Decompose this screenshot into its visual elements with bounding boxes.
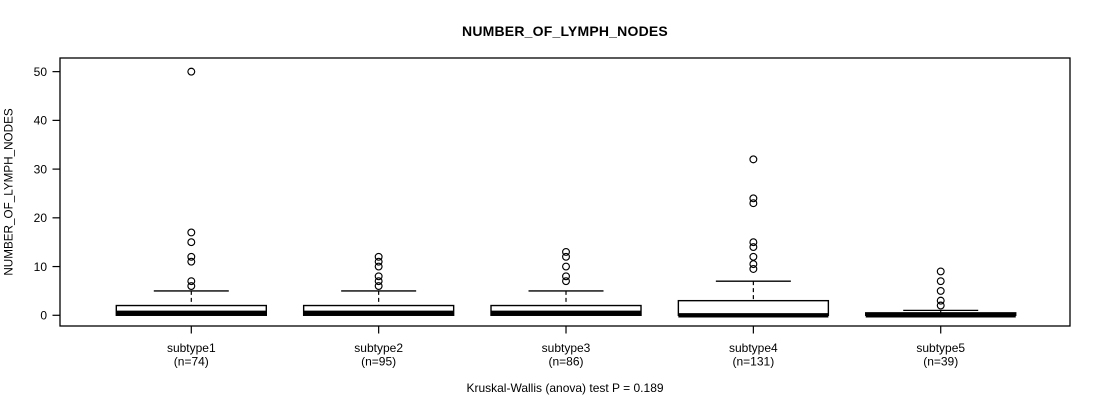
outlier-point <box>936 296 945 305</box>
outlier-point <box>187 277 196 286</box>
y-tick-label: 50 <box>34 65 48 79</box>
x-category-label: subtype3 <box>542 341 591 355</box>
x-category-count: (n=86) <box>548 355 583 369</box>
outlier-point <box>562 272 570 281</box>
x-category-count: (n=131) <box>733 355 775 369</box>
x-category-count: (n=74) <box>174 355 209 369</box>
outlier-point <box>187 228 196 237</box>
y-tick-label: 20 <box>34 211 48 225</box>
outlier-point <box>749 194 758 203</box>
outlier-point <box>936 267 945 276</box>
y-tick-label: 40 <box>34 114 48 128</box>
plot-border <box>59 57 1071 327</box>
y-tick-label: 30 <box>34 162 48 176</box>
outlier-point <box>562 262 570 271</box>
outlier-point <box>187 252 196 261</box>
outlier-point <box>749 238 758 247</box>
outlier-point <box>749 243 758 252</box>
outlier-point <box>187 238 196 247</box>
outlier-point <box>374 252 383 261</box>
outlier-point <box>749 252 758 261</box>
outlier-point <box>749 265 758 273</box>
outlier-point <box>374 277 383 286</box>
y-tick-label: 0 <box>40 308 47 322</box>
outlier-point <box>187 67 196 76</box>
x-category-label: subtype5 <box>916 341 965 355</box>
x-category-label: subtype1 <box>167 341 216 355</box>
outlier-point <box>187 282 196 291</box>
outlier-point <box>374 282 383 291</box>
stat-test-caption: Kruskal-Wallis (anova) test P = 0.189 <box>466 381 664 395</box>
iqr-box <box>115 304 268 316</box>
outlier-point <box>936 286 945 295</box>
outlier-point <box>749 155 758 164</box>
outlier-point <box>749 260 758 269</box>
iqr-box <box>490 304 642 316</box>
outlier-point <box>562 247 570 256</box>
outlier-point <box>374 272 383 281</box>
outlier-point <box>936 277 945 286</box>
chart-title: NUMBER_OF_LYMPH_NODES <box>462 23 668 39</box>
y-tick-label: 10 <box>34 260 48 274</box>
x-category-label: subtype2 <box>354 341 403 355</box>
outlier-point <box>374 262 383 271</box>
outlier-point <box>187 257 196 266</box>
x-category-count: (n=39) <box>923 355 958 369</box>
iqr-box <box>302 304 455 316</box>
x-category-count: (n=95) <box>361 355 396 369</box>
outlier-point <box>936 301 945 310</box>
outlier-point <box>562 252 570 261</box>
outlier-point <box>562 277 570 286</box>
x-category-label: subtype4 <box>729 341 778 355</box>
outlier-point <box>374 257 383 266</box>
outlier-point <box>749 199 758 208</box>
